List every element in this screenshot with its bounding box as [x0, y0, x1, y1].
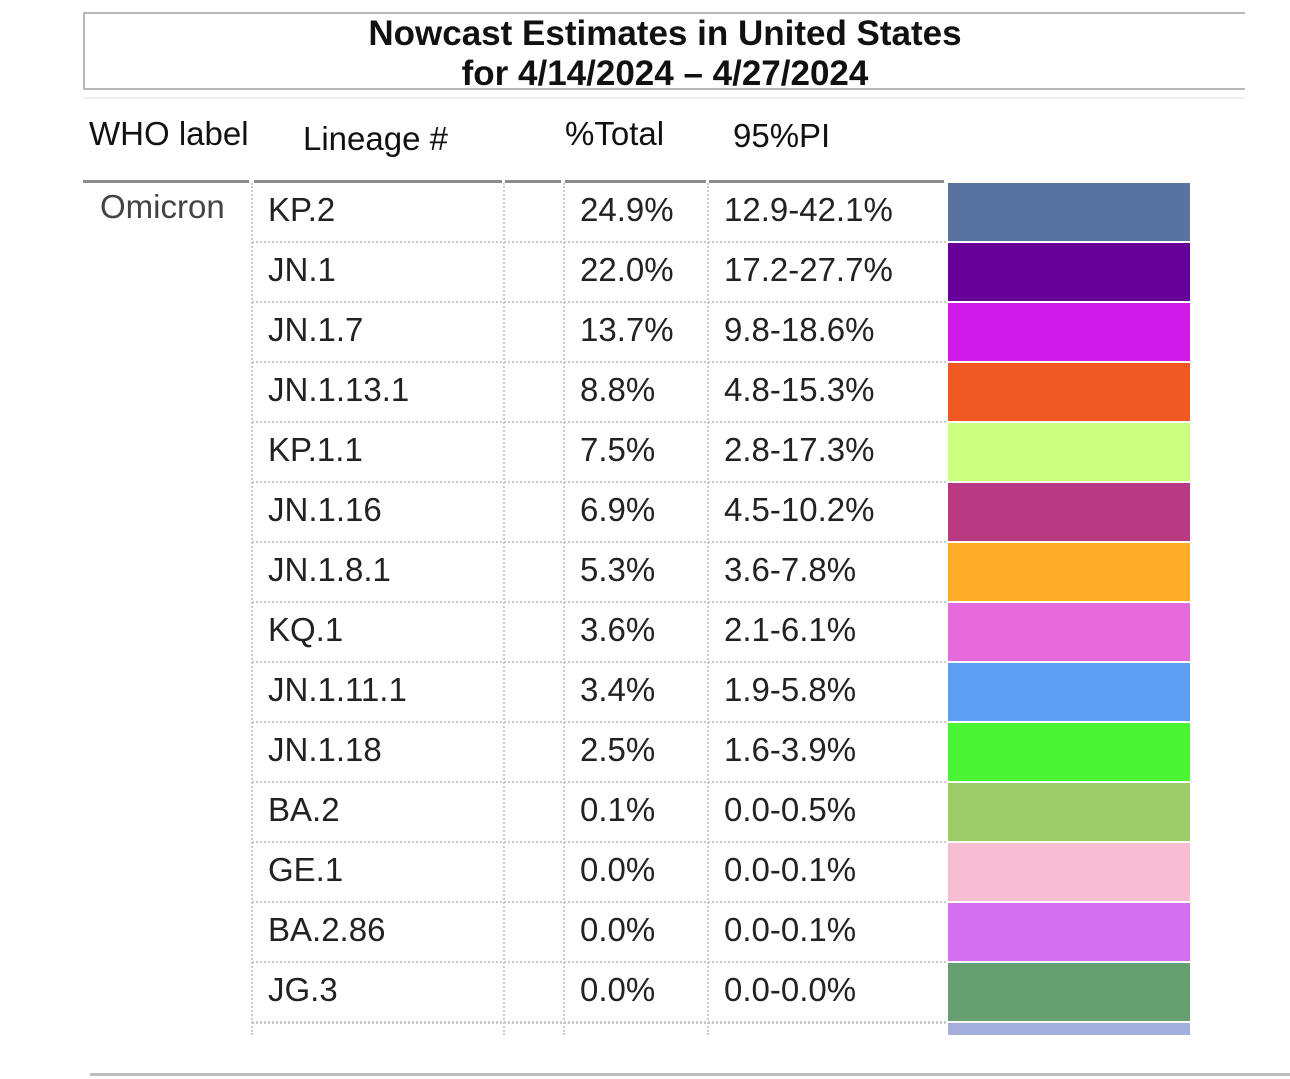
- lineage-color-swatch: [948, 963, 1190, 1021]
- lineage-cell: JN.1.16: [268, 491, 382, 528]
- table-row: GE.1 0.0% 0.0-0.1%: [252, 843, 946, 903]
- lineage-color-swatch: [948, 303, 1190, 361]
- lineage-cell: BA.2: [268, 791, 340, 828]
- lineage-cell: KQ.1: [268, 611, 344, 648]
- lineage-color-swatch: [948, 1023, 1190, 1035]
- lineage-cell: JG.3: [268, 971, 338, 1008]
- total-percent-cell: 6.9%: [580, 491, 656, 528]
- lineage-cell: JN.1: [268, 251, 336, 288]
- prediction-interval-cell: 2.8-17.3%: [724, 431, 875, 468]
- lineage-cell: JN.1.7: [268, 311, 364, 348]
- table-row: JN.1 22.0% 17.2-27.7%: [252, 243, 946, 303]
- header-pi: 95%PI: [733, 117, 831, 154]
- who-label-cell: Omicron: [100, 188, 225, 225]
- table-row: JN.1.16 6.9% 4.5-10.2%: [252, 483, 946, 543]
- lineage-color-swatch: [948, 783, 1190, 841]
- prediction-interval-cell: 0.0-0.0%: [724, 971, 857, 1008]
- total-percent-cell: 8.8%: [580, 371, 656, 408]
- lineage-color-swatch: [948, 483, 1190, 541]
- table-row: KQ.1 3.6% 2.1-6.1%: [252, 603, 946, 663]
- header-underline-who: [83, 180, 249, 183]
- title-box: Nowcast Estimates in United States for 4…: [83, 12, 1245, 93]
- prediction-interval-cell: 12.9-42.1%: [724, 191, 893, 228]
- prediction-interval-cell: 1.6-3.9%: [724, 731, 857, 768]
- total-percent-cell: 2.5%: [580, 731, 656, 768]
- lineage-cell: KP.1.1: [268, 431, 363, 468]
- lineage-color-swatch: [948, 603, 1190, 661]
- title-line-1: Nowcast Estimates in United States: [368, 14, 962, 53]
- table-row: KP.1.1 7.5% 2.8-17.3%: [252, 423, 946, 483]
- header-underline-spacer: [505, 180, 561, 183]
- total-percent-cell: 0.0%: [580, 911, 656, 948]
- total-percent-cell: 22.0%: [580, 251, 674, 288]
- prediction-interval-cell: 4.8-15.3%: [724, 371, 875, 408]
- lineage-cell: JN.1.18: [268, 731, 382, 768]
- lineage-color-swatch: [948, 843, 1190, 901]
- table-row: JN.1.18 2.5% 1.6-3.9%: [252, 723, 946, 783]
- prediction-interval-cell: 0.0-0.5%: [724, 791, 857, 828]
- prediction-interval-cell: 3.6-7.8%: [724, 551, 857, 588]
- table-row: JN.1.13.1 8.8% 4.8-15.3%: [252, 363, 946, 423]
- lineage-color-swatch: [948, 723, 1190, 781]
- lineage-cell: KP.2: [268, 191, 336, 228]
- total-percent-cell: 13.7%: [580, 311, 674, 348]
- lineage-color-swatch: [948, 543, 1190, 601]
- header-total: %Total: [565, 115, 665, 152]
- lineage-color-swatch: [948, 363, 1190, 421]
- header-underline-pi: [709, 180, 944, 183]
- column-divider: [563, 183, 565, 1035]
- column-divider: [251, 183, 253, 1035]
- total-percent-cell: 3.6%: [580, 611, 656, 648]
- lineage-color-swatch: [948, 663, 1190, 721]
- prediction-interval-cell: 1.9-5.8%: [724, 671, 857, 708]
- prediction-interval-cell: 17.2-27.7%: [724, 251, 893, 288]
- lineage-color-swatch: [948, 423, 1190, 481]
- table-row: JN.1.11.1 3.4% 1.9-5.8%: [252, 663, 946, 723]
- header-who-label: WHO label: [89, 115, 249, 152]
- total-percent-cell: 7.5%: [580, 431, 656, 468]
- bottom-border: [90, 1073, 1290, 1076]
- total-percent-cell: 0.1%: [580, 791, 656, 828]
- total-percent-cell: 0.0%: [580, 971, 656, 1008]
- prediction-interval-cell: 0.0-0.1%: [724, 911, 857, 948]
- lineage-cell: JN.1.13.1: [268, 371, 410, 408]
- total-percent-cell: 3.4%: [580, 671, 656, 708]
- column-divider: [707, 183, 709, 1035]
- row-divider: [252, 1022, 946, 1024]
- table-row: JN.1.8.1 5.3% 3.6-7.8%: [252, 543, 946, 603]
- total-percent-cell: 24.9%: [580, 191, 674, 228]
- prediction-interval-cell: 0.0-0.1%: [724, 851, 857, 888]
- header-lineage: Lineage #: [303, 120, 448, 157]
- table-row: BA.2 0.1% 0.0-0.5%: [252, 783, 946, 843]
- lineage-color-swatch: [948, 903, 1190, 961]
- lineage-cell: JN.1.11.1: [268, 671, 407, 708]
- total-percent-cell: 5.3%: [580, 551, 656, 588]
- total-percent-cell: 0.0%: [580, 851, 656, 888]
- prediction-interval-cell: 9.8-18.6%: [724, 311, 875, 348]
- prediction-interval-cell: 2.1-6.1%: [724, 611, 857, 648]
- lineage-color-swatch: [948, 183, 1190, 241]
- table-row: KP.2 24.9% 12.9-42.1%: [252, 183, 946, 243]
- table-row: JG.3 0.0% 0.0-0.0%: [252, 963, 946, 1023]
- title-line-2: for 4/14/2024 – 4/27/2024: [461, 54, 869, 93]
- prediction-interval-cell: 4.5-10.2%: [724, 491, 875, 528]
- lineage-cell: GE.1: [268, 851, 344, 888]
- table-row: JN.1.7 13.7% 9.8-18.6%: [252, 303, 946, 363]
- column-divider: [503, 183, 505, 1035]
- header-underline-lineage: [254, 180, 502, 183]
- lineage-color-swatch: [948, 243, 1190, 301]
- header-separator: [83, 97, 1245, 99]
- lineage-cell: JN.1.8.1: [268, 551, 391, 588]
- table-row: BA.2.86 0.0% 0.0-0.1%: [252, 903, 946, 963]
- lineage-cell: BA.2.86: [268, 911, 386, 948]
- header-underline-total: [565, 180, 706, 183]
